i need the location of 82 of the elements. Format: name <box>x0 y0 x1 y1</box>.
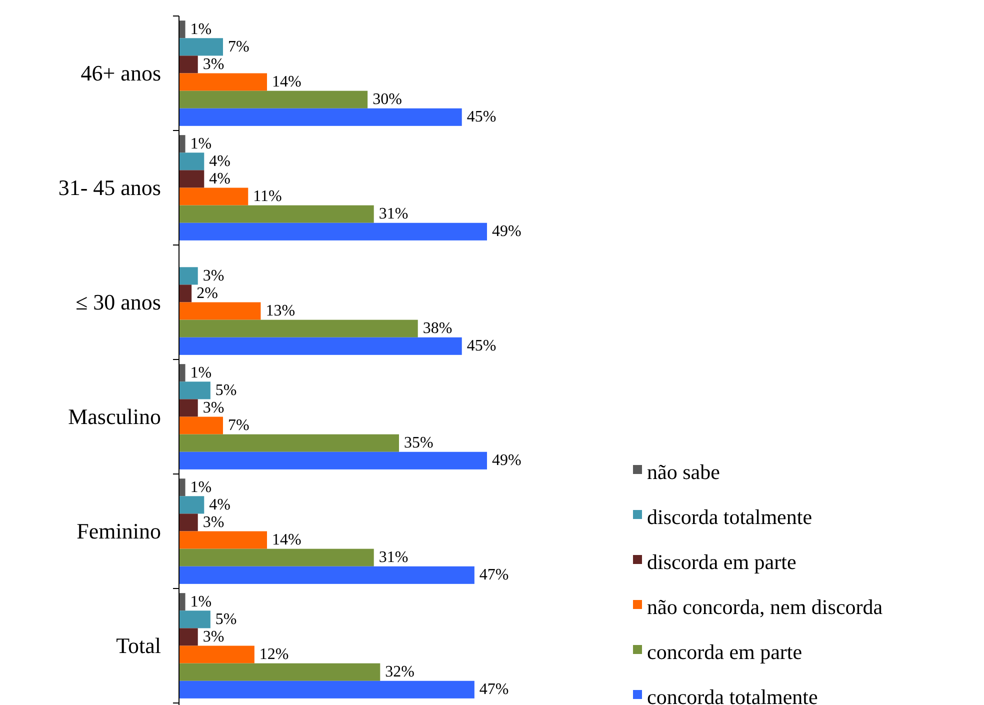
y-tick-label: 46+ anos <box>80 60 161 86</box>
legend-label: não sabe <box>647 460 720 484</box>
data-label: 14% <box>272 74 302 91</box>
bar <box>179 284 192 302</box>
bar <box>179 152 204 170</box>
data-label: 45% <box>466 108 496 126</box>
data-label: 35% <box>404 434 434 452</box>
legend-label: concorda totalmente <box>647 684 818 705</box>
data-label: 13% <box>266 302 296 320</box>
data-label: 1% <box>190 478 212 496</box>
bar <box>179 531 267 549</box>
bar <box>179 73 267 91</box>
data-label: 32% <box>385 664 414 681</box>
data-label: 49% <box>492 223 522 240</box>
bar <box>179 382 210 400</box>
data-label: 5% <box>215 610 237 628</box>
data-label: 7% <box>228 38 250 56</box>
bar <box>179 135 186 153</box>
y-tick-label: ≤ 30 anos <box>76 289 161 314</box>
bar <box>179 302 261 320</box>
bar <box>179 222 487 240</box>
data-label: 3% <box>202 514 224 531</box>
bar <box>179 90 368 108</box>
bar <box>179 267 198 285</box>
y-tick-label: Masculino <box>68 404 161 429</box>
data-label: 3% <box>202 56 224 73</box>
data-label: 31% <box>378 549 408 566</box>
legend-label: discorda em parte <box>647 550 796 574</box>
y-tick-label: 31- 45 anos <box>58 174 161 200</box>
data-label: 1% <box>190 135 212 152</box>
data-label: 4% <box>209 152 230 170</box>
bar <box>179 680 474 698</box>
bar <box>179 496 204 514</box>
bar <box>179 478 186 496</box>
data-label: 4% <box>209 170 230 188</box>
data-label: 1% <box>190 20 212 38</box>
legend-label: concorda em parte <box>647 640 802 664</box>
bar <box>179 170 204 188</box>
data-label: 2% <box>196 284 218 302</box>
bar <box>179 56 198 74</box>
data-label: 30% <box>372 91 402 108</box>
data-label: 1% <box>190 593 212 610</box>
bar <box>179 610 210 628</box>
bar <box>179 20 186 38</box>
data-label: 47% <box>479 681 509 698</box>
data-label: 5% <box>215 382 237 399</box>
legend-label: não concorda, nem discorda <box>647 594 884 619</box>
data-label: 3% <box>202 267 224 284</box>
bar <box>179 416 223 434</box>
bar <box>179 514 198 532</box>
bar <box>179 646 254 664</box>
data-label: 3% <box>202 399 224 416</box>
data-label: 3% <box>202 628 224 646</box>
data-label: 38% <box>422 320 452 338</box>
bar <box>179 108 462 126</box>
data-label: 12% <box>259 646 289 664</box>
bar <box>179 663 380 681</box>
bar <box>179 320 418 338</box>
bar <box>179 593 186 611</box>
y-tick-label: Feminino <box>76 518 161 544</box>
bar <box>179 205 374 223</box>
y-tick-label: Total <box>116 632 161 658</box>
data-label: 47% <box>479 566 509 584</box>
bar <box>179 38 223 56</box>
bar <box>179 188 248 206</box>
bar <box>179 548 374 566</box>
data-label: 11% <box>253 188 282 206</box>
data-label: 7% <box>228 417 250 434</box>
bar <box>179 434 399 452</box>
data-label: 14% <box>272 532 302 549</box>
data-label: 4% <box>209 496 230 514</box>
bar <box>179 452 487 470</box>
data-label: 31% <box>378 206 408 223</box>
data-label: 1% <box>190 364 212 382</box>
legend-label: discorda totalmente <box>647 504 812 529</box>
bar <box>179 399 198 417</box>
bar <box>179 337 462 355</box>
bar <box>179 364 186 382</box>
bar <box>179 566 474 584</box>
data-label: 45% <box>466 338 496 355</box>
bar <box>179 628 198 646</box>
data-label: 49% <box>492 452 522 470</box>
